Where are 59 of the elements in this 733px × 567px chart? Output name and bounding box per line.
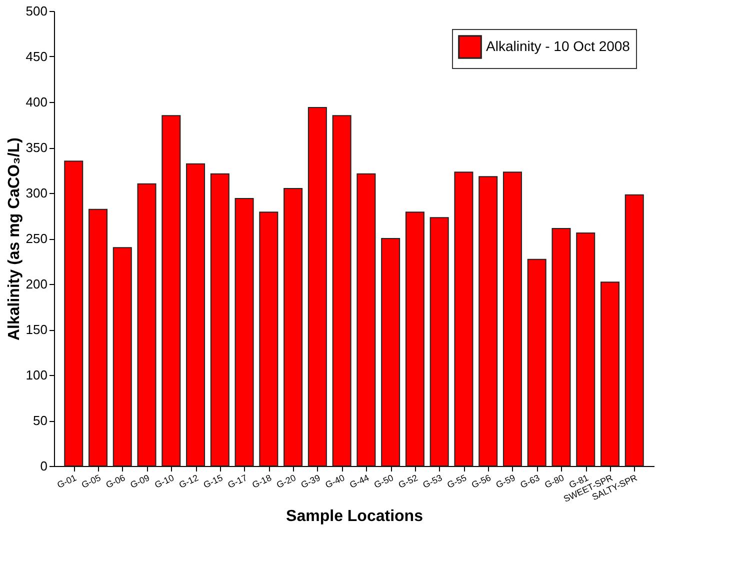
x-tick-label: G-44 [348, 472, 370, 490]
x-tick-label: G-56 [470, 472, 492, 490]
x-tick-label: G-15 [202, 472, 224, 490]
bar [186, 163, 206, 466]
x-tick-label: G-39 [299, 472, 322, 490]
bar [259, 212, 278, 466]
bar [234, 198, 254, 466]
y-tick-label: 250 [26, 231, 48, 246]
y-tick-label: 300 [26, 186, 48, 200]
bar [624, 194, 644, 466]
x-tick-label: G-09 [128, 472, 152, 490]
x-tick-label: G-05 [80, 472, 102, 490]
y-tick-label: 500 [26, 4, 48, 18]
x-tick-label: G-80 [543, 472, 566, 490]
bar [332, 115, 352, 466]
y-tick-label: 100 [26, 368, 48, 382]
x-axis-title: Sample Locations [286, 508, 424, 526]
bar [308, 106, 327, 466]
y-tick-label: 350 [26, 140, 48, 155]
bar [405, 212, 424, 466]
y-tick-label: 450 [26, 49, 48, 64]
bar [88, 208, 108, 466]
x-tick-label: G-52 [396, 472, 420, 490]
y-tick-label: 150 [26, 322, 48, 337]
bar [454, 172, 474, 466]
x-tick-label: G-55 [446, 472, 468, 490]
bar [137, 183, 156, 466]
bar [576, 232, 596, 466]
bar [284, 188, 303, 466]
bar [527, 258, 546, 466]
legend-label: Alkalinity - 10 Oct 2008 [486, 38, 630, 54]
x-tick-label: G-50 [372, 472, 395, 490]
x-tick-label: G-20 [274, 472, 298, 490]
bar [356, 173, 376, 466]
bar [502, 172, 522, 466]
y-axis-title: Alkalinity (as mg CaCO₃/L) [6, 138, 23, 340]
x-tick-label: G-18 [250, 472, 273, 490]
x-tick-label: G-63 [518, 472, 542, 490]
x-tick-label: G-10 [153, 472, 176, 490]
bar [600, 282, 620, 466]
y-tick-label: 200 [26, 276, 48, 292]
bar [478, 176, 498, 466]
bar [430, 217, 449, 466]
y-tick-label: 50 [33, 413, 48, 428]
bar [64, 160, 84, 466]
bar [552, 228, 571, 466]
x-tick-label: G-01 [56, 472, 78, 490]
x-tick-label: G-53 [421, 472, 444, 490]
bar [112, 247, 132, 466]
bar [210, 173, 230, 466]
x-tick-label: G-17 [226, 472, 249, 490]
x-tick-label: G-59 [494, 472, 517, 490]
y-tick-label: 0 [40, 458, 48, 474]
x-tick-label: G-40 [324, 472, 346, 490]
y-tick-label: 400 [26, 94, 48, 110]
x-tick-label: G-12 [177, 472, 200, 490]
bar [162, 115, 181, 466]
x-tick-label: G-06 [104, 472, 127, 490]
bar [381, 238, 400, 466]
